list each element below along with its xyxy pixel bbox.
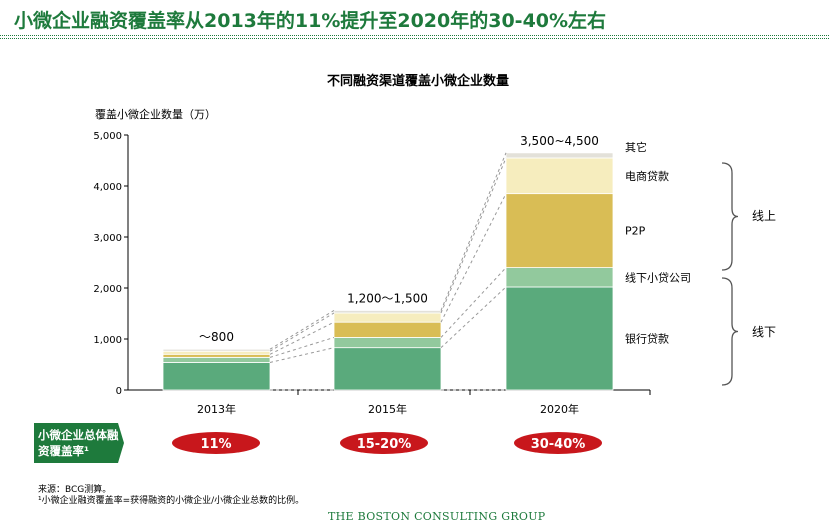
coverage-badge bbox=[172, 432, 260, 454]
bar-segment-1 bbox=[162, 362, 271, 391]
bar-segment-5 bbox=[162, 348, 271, 352]
x-tick-label: 2020年 bbox=[540, 402, 579, 416]
brace-online bbox=[721, 162, 739, 271]
bar-segment-1 bbox=[333, 347, 442, 391]
connector-line bbox=[269, 336, 335, 358]
connector-line bbox=[269, 312, 335, 352]
series-label: P2P bbox=[625, 225, 646, 238]
total-label: 3,500~4,500 bbox=[520, 134, 599, 148]
y-tick-label: 0 bbox=[116, 386, 122, 397]
y-tick-label: 5,000 bbox=[93, 131, 122, 142]
bar-segment-2 bbox=[505, 267, 614, 288]
footnote-note: ¹小微企业融资覆盖率=获得融资的小微企业/小微企业总数的比例。 bbox=[38, 496, 305, 506]
bar-segment-4 bbox=[505, 157, 614, 195]
bar-segment-5 bbox=[505, 152, 614, 159]
bcg-logo-text: THE BOSTON CONSULTING GROUP bbox=[328, 510, 546, 523]
connector-line bbox=[440, 157, 507, 314]
y-tick-label: 1,000 bbox=[93, 335, 122, 346]
connector-line bbox=[440, 152, 507, 311]
series-label: 其它 bbox=[625, 140, 647, 154]
coverage-value: 11% bbox=[200, 437, 231, 452]
coverage-label-arrow bbox=[34, 423, 124, 463]
bar-segment-3 bbox=[162, 353, 271, 358]
total-label: ～800 bbox=[199, 330, 234, 344]
x-tick-label: 2015年 bbox=[368, 402, 407, 416]
bar-segment-3 bbox=[505, 193, 614, 268]
header-divider bbox=[0, 35, 829, 36]
bar-segment-3 bbox=[333, 321, 442, 338]
footnote-source: 来源：BCG测算。 bbox=[38, 485, 112, 495]
y-tick-label: 4,000 bbox=[93, 182, 122, 193]
brace-offline bbox=[721, 277, 739, 386]
coverage-badge bbox=[514, 432, 602, 454]
group-label-offline: 线下 bbox=[752, 325, 776, 339]
coverage-label: 小微企业总体融资覆盖率¹ bbox=[38, 428, 119, 458]
y-tick-label: 3,000 bbox=[93, 233, 122, 244]
connector-line bbox=[440, 267, 507, 338]
coverage-value: 30-40% bbox=[531, 437, 586, 452]
connector-line bbox=[269, 347, 335, 363]
header-divider-2 bbox=[0, 38, 829, 39]
page-title: 小微企业融资覆盖率从2013年的11%提升至2020年的30-40%左右 bbox=[14, 10, 607, 32]
bar-segment-4 bbox=[333, 312, 442, 323]
y-axis-label: 覆盖小微企业数量（万） bbox=[95, 107, 216, 121]
coverage-value: 15-20% bbox=[357, 437, 412, 452]
bar-segment-2 bbox=[162, 356, 271, 363]
chart-title: 不同融资渠道覆盖小微企业数量 bbox=[327, 73, 509, 89]
group-label-online: 线上 bbox=[752, 209, 776, 223]
series-label: 线下小贷公司 bbox=[625, 270, 691, 284]
connector-line bbox=[269, 310, 335, 350]
series-label: 银行贷款 bbox=[625, 331, 669, 345]
x-tick-label: 2013年 bbox=[197, 402, 236, 416]
bar-segment-4 bbox=[162, 350, 271, 355]
bar-segment-5 bbox=[333, 310, 442, 314]
coverage-label-box: 小微企业总体融资覆盖率¹ bbox=[34, 423, 124, 463]
bar-segment-1 bbox=[505, 286, 614, 391]
y-tick-label: 2,000 bbox=[93, 284, 122, 295]
coverage-badge bbox=[340, 432, 428, 454]
bar-segment-2 bbox=[333, 337, 442, 349]
connector-line bbox=[440, 193, 507, 323]
total-label: 1,200～1,500 bbox=[347, 291, 428, 305]
series-label: 电商贷款 bbox=[625, 169, 669, 183]
connector-line bbox=[440, 286, 507, 349]
